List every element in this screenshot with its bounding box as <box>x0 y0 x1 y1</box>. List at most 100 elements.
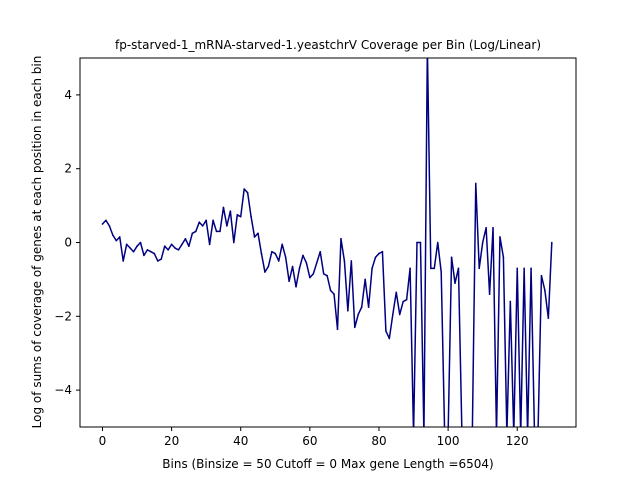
data-point <box>291 265 294 268</box>
data-point <box>509 300 512 303</box>
data-point <box>236 214 239 216</box>
data-point <box>478 267 481 270</box>
data-point <box>264 271 266 273</box>
data-point <box>315 261 318 264</box>
data-point <box>440 271 443 273</box>
data-point <box>163 245 166 247</box>
x-tick-label: 120 <box>506 434 529 448</box>
data-point <box>219 230 221 233</box>
data-point <box>322 273 325 275</box>
chart-title: fp-starved-1_mRNA-starved-1.yeastchrV Co… <box>115 38 541 52</box>
data-point <box>388 337 391 340</box>
data-point <box>201 225 204 227</box>
data-point <box>177 249 180 251</box>
data-point <box>233 241 235 244</box>
data-point <box>347 309 349 312</box>
data-point <box>350 260 353 262</box>
data-point <box>167 249 169 251</box>
data-point <box>433 267 436 270</box>
data-point <box>115 239 118 242</box>
data-point <box>385 330 387 332</box>
data-point <box>156 260 159 262</box>
data-point <box>333 293 335 295</box>
x-tick-label: 80 <box>371 434 386 448</box>
data-point <box>430 267 432 270</box>
data-point <box>132 250 135 253</box>
data-point <box>409 267 411 270</box>
data-point <box>312 273 315 275</box>
data-point <box>136 245 138 247</box>
data-point <box>398 313 401 316</box>
data-point <box>488 293 491 295</box>
data-point <box>153 252 156 255</box>
data-point <box>329 289 332 292</box>
data-point <box>309 276 311 279</box>
data-point <box>336 328 339 331</box>
y-axis-label: Log of sums of coverage of genes at each… <box>30 56 44 429</box>
data-point <box>250 215 252 218</box>
data-point <box>188 245 190 247</box>
data-point <box>229 210 232 212</box>
data-point <box>239 215 242 218</box>
data-point <box>340 238 342 240</box>
data-point <box>125 243 128 246</box>
data-point <box>481 241 484 244</box>
data-point <box>112 234 114 236</box>
data-point <box>530 267 532 270</box>
data-point <box>129 247 131 249</box>
data-point <box>288 280 290 283</box>
data-point <box>374 256 377 259</box>
data-point <box>122 260 125 262</box>
data-point <box>271 250 273 253</box>
x-axis-label: Bins (Binsize = 50 Cutoff = 0 Max gene L… <box>162 457 493 471</box>
data-point <box>392 313 394 316</box>
data-point <box>364 278 366 281</box>
data-point <box>105 219 107 222</box>
y-tick-label: −2 <box>54 309 72 323</box>
data-point <box>419 241 422 244</box>
data-point <box>371 267 373 270</box>
data-point <box>181 243 183 246</box>
data-point <box>174 247 176 249</box>
y-axis-ticks: −4 −2 0 2 4 <box>54 88 80 397</box>
data-point <box>146 249 149 251</box>
data-point <box>540 274 543 277</box>
data-point <box>378 252 380 255</box>
x-tick-label: 100 <box>437 434 460 448</box>
data-point <box>454 282 456 284</box>
data-point <box>253 236 256 238</box>
data-point <box>360 306 363 308</box>
data-point <box>450 256 453 259</box>
data-point <box>402 300 404 303</box>
x-axis-ticks: 0 20 40 60 80 100 120 <box>99 427 529 448</box>
data-point <box>222 206 225 209</box>
data-point <box>139 241 142 244</box>
data-point <box>516 267 519 270</box>
data-point <box>215 230 218 233</box>
y-tick-label: 4 <box>64 88 72 102</box>
x-tick-label: 40 <box>233 434 248 448</box>
data-point <box>416 241 418 244</box>
data-point <box>191 232 194 235</box>
data-point <box>208 243 211 246</box>
y-tick-label: −4 <box>54 383 72 397</box>
data-point <box>243 188 245 190</box>
y-tick-label: 2 <box>64 162 72 176</box>
data-point <box>547 317 550 319</box>
data-point <box>205 219 207 222</box>
data-point <box>523 267 525 270</box>
data-point <box>150 250 152 253</box>
data-point <box>281 243 284 246</box>
data-point <box>118 236 121 238</box>
data-point <box>184 238 187 240</box>
data-point <box>274 252 277 255</box>
data-point <box>198 221 201 224</box>
data-point <box>302 254 304 257</box>
data-point <box>257 232 259 235</box>
data-point <box>267 265 270 268</box>
data-point <box>277 260 280 262</box>
plot-frame <box>79 57 577 428</box>
data-point <box>405 298 408 301</box>
data-point <box>502 256 505 259</box>
data-point <box>367 306 370 308</box>
